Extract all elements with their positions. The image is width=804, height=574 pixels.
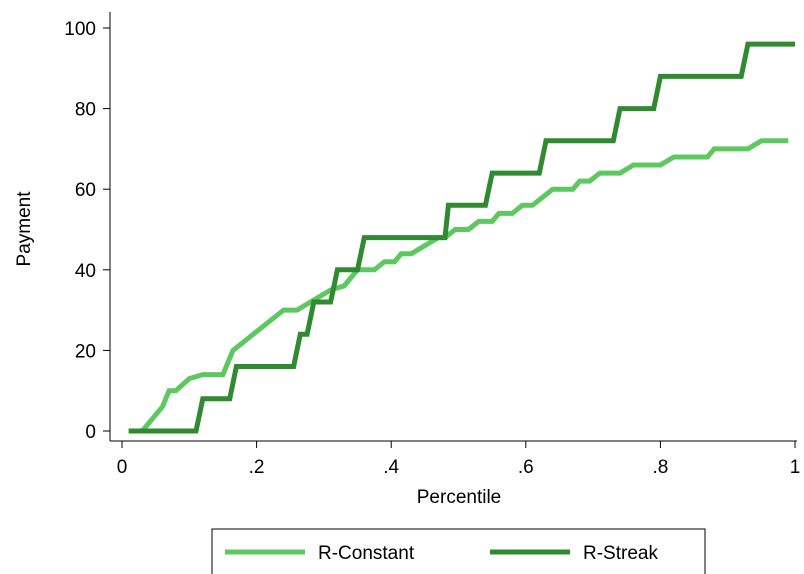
y-tick-label: 80 — [75, 100, 96, 121]
y-tick-label: 20 — [75, 341, 96, 362]
series-line-r-streak — [128, 41, 795, 434]
y-axis-title: Payment — [14, 191, 35, 267]
x-axis-title: Percentile — [417, 487, 502, 508]
legend: R-Constant R-Streak — [211, 528, 706, 574]
y-tick-label: 40 — [75, 261, 96, 282]
y-axis-ticks: 0 20 40 60 80 100 — [64, 19, 110, 443]
y-tick-label: 100 — [64, 19, 96, 40]
x-tick-label: 1 — [790, 457, 801, 478]
series-line-r-constant — [128, 138, 789, 434]
legend-label-r-constant: R-Constant — [318, 543, 415, 564]
x-tick-label: .4 — [383, 457, 399, 478]
x-tick-label: 0 — [117, 457, 128, 478]
y-tick-label: 60 — [75, 180, 96, 201]
x-tick-label: .8 — [652, 457, 668, 478]
series-layer — [128, 41, 795, 434]
x-tick-label: .2 — [249, 457, 265, 478]
x-axis-ticks: 0 .2 .4 .6 .8 1 — [117, 441, 801, 478]
y-tick-label: 0 — [85, 422, 96, 443]
legend-label-r-streak: R-Streak — [583, 543, 658, 564]
x-tick-label: .6 — [518, 457, 534, 478]
